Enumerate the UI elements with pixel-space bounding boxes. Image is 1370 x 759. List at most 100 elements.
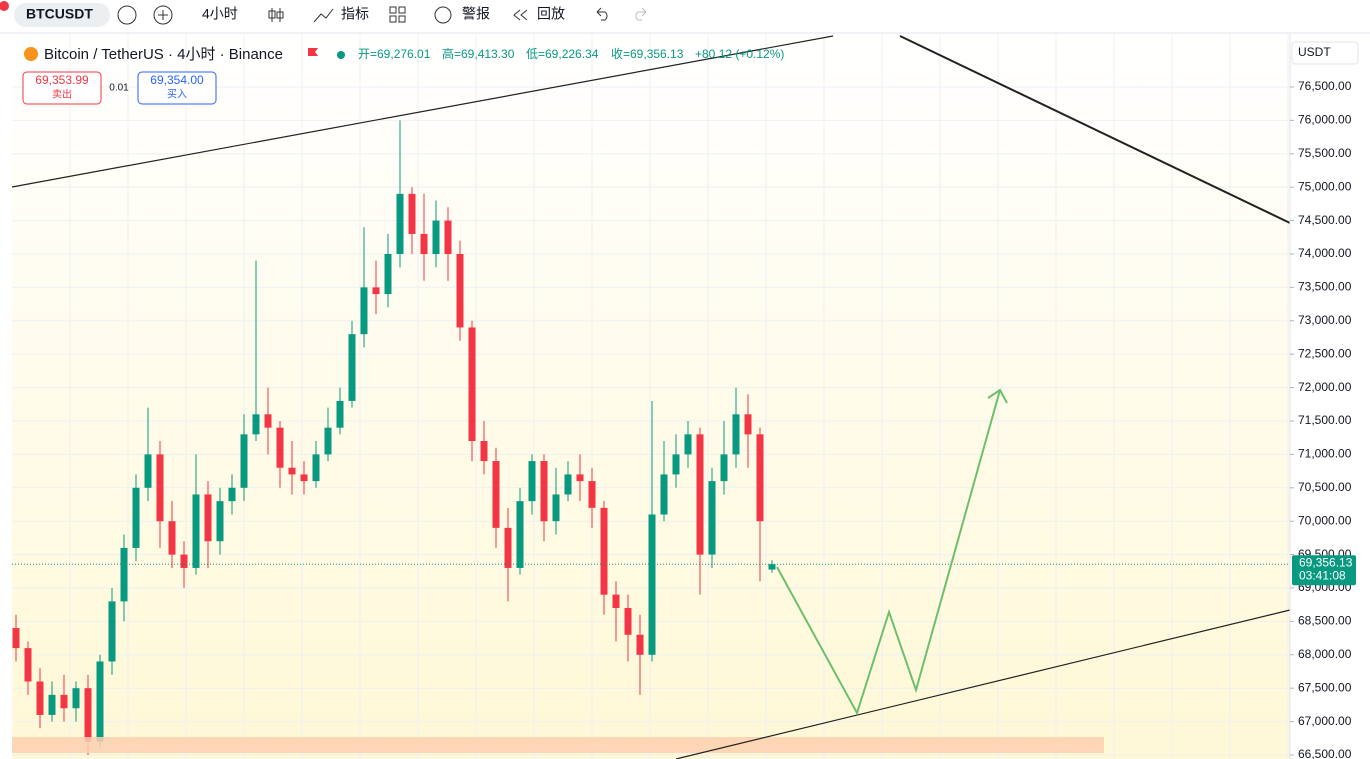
candle-body <box>432 220 440 254</box>
candle-body <box>12 628 20 649</box>
candle-body <box>168 521 176 555</box>
candle-body <box>576 474 584 482</box>
candle-body <box>528 461 536 502</box>
add-icon[interactable] <box>153 5 173 25</box>
candle-body <box>444 220 452 254</box>
y-tick-label: 70,500.00 <box>1298 480 1352 494</box>
candle-body <box>144 454 152 488</box>
y-tick-label: 76,000.00 <box>1298 113 1352 127</box>
sell-button[interactable] <box>22 71 102 105</box>
candle-body <box>96 661 104 742</box>
candle-body <box>288 467 296 475</box>
candle-body <box>420 233 428 254</box>
flag-icon <box>308 48 318 56</box>
candle-body <box>72 688 80 709</box>
buy-label: 买入 <box>167 89 187 101</box>
compare-icon[interactable] <box>117 5 137 25</box>
ohlc-high: 高=69,413.30 <box>442 46 515 61</box>
candle-body <box>516 501 524 568</box>
chart-type-icon[interactable] <box>268 8 284 22</box>
y-tick-label: 73,000.00 <box>1298 313 1352 327</box>
candle-body <box>108 601 116 662</box>
sell-label: 卖出 <box>52 88 72 101</box>
candle-body <box>588 481 596 508</box>
countdown: 03:41:08 <box>1299 568 1346 582</box>
candle-body <box>48 694 56 715</box>
candle-body <box>192 494 200 568</box>
y-tick-label: 73,500.00 <box>1298 280 1352 294</box>
y-tick-label: 72,000.00 <box>1298 380 1352 394</box>
candle-body <box>240 434 248 488</box>
candle-body <box>696 434 704 555</box>
replay-icon <box>513 9 528 21</box>
alerts[interactable]: 警报 <box>462 6 490 22</box>
interval[interactable]: 4小时 <box>202 6 238 22</box>
coin-icon <box>24 47 38 61</box>
projection-path <box>776 389 1001 716</box>
y-tick-label: 71,000.00 <box>1298 447 1352 461</box>
currency: USDT <box>1298 45 1331 59</box>
candle-body <box>720 454 728 482</box>
redo-icon[interactable] <box>635 7 647 21</box>
trend-line <box>899 35 1291 224</box>
symbol-button[interactable] <box>14 3 110 27</box>
candle-body <box>348 334 356 401</box>
ohlc-open: 开=69,276.01 <box>358 47 431 61</box>
candle-body <box>300 474 308 482</box>
y-tick-label: 75,500.00 <box>1298 146 1352 160</box>
undo-icon[interactable] <box>596 7 608 21</box>
buy-price: 69,354.00 <box>150 73 204 87</box>
y-tick-label: 76,500.00 <box>1298 79 1352 93</box>
candle-body <box>276 427 284 468</box>
currency-button[interactable] <box>1291 41 1359 65</box>
candle-body <box>756 434 764 522</box>
y-tick-label: 71,500.00 <box>1298 413 1352 427</box>
candle-body <box>600 507 608 595</box>
candle-body <box>480 441 488 462</box>
candle-body <box>504 527 512 568</box>
candle-body <box>624 608 632 635</box>
price-axis <box>1290 34 1370 759</box>
candle-body <box>684 434 692 455</box>
buy-button[interactable] <box>137 71 217 105</box>
y-tick-label: 68,500.00 <box>1298 614 1352 628</box>
ohlc-close: 收=69,356.13 <box>611 47 684 61</box>
candle-body <box>264 414 272 428</box>
indicators[interactable]: 指标 <box>341 6 369 22</box>
y-tick-label: 72,500.00 <box>1298 346 1352 360</box>
y-tick-label: 67,500.00 <box>1298 680 1352 694</box>
last-price-box <box>1292 555 1356 586</box>
layout-icon[interactable] <box>389 6 406 23</box>
candle-body <box>456 253 464 328</box>
sell-price: 69,353.99 <box>35 73 89 87</box>
candle-body <box>636 634 644 655</box>
candle-body <box>552 494 560 522</box>
candle-body <box>132 487 140 548</box>
candle-body <box>156 454 164 522</box>
candle-body <box>204 494 212 542</box>
candle-body <box>120 547 128 602</box>
y-tick-label: 74,500.00 <box>1298 213 1352 227</box>
candle-body <box>228 487 236 502</box>
candle-body <box>744 414 752 435</box>
toolbar <box>0 0 1370 30</box>
candle-body <box>216 501 224 542</box>
candle-body <box>468 327 476 442</box>
candle-body <box>672 454 680 475</box>
candle-body <box>36 681 44 715</box>
candle-body <box>396 193 404 254</box>
candle-body <box>312 454 320 482</box>
candle-body <box>660 474 668 515</box>
candle-body <box>60 694 68 709</box>
trend-line <box>675 609 1291 759</box>
candle-body <box>360 287 368 335</box>
replay[interactable]: 回放 <box>537 6 565 22</box>
trend-line <box>11 35 834 188</box>
candle-body <box>372 287 380 295</box>
y-tick-label: 70,000.00 <box>1298 513 1352 527</box>
y-tick-label: 74,000.00 <box>1298 246 1352 260</box>
candle-body <box>564 474 572 495</box>
candle-body <box>408 193 416 234</box>
axis-layer: 66,500.00 67,000.00 67,500.00 68,000.00 68,5… <box>1290 79 1356 759</box>
